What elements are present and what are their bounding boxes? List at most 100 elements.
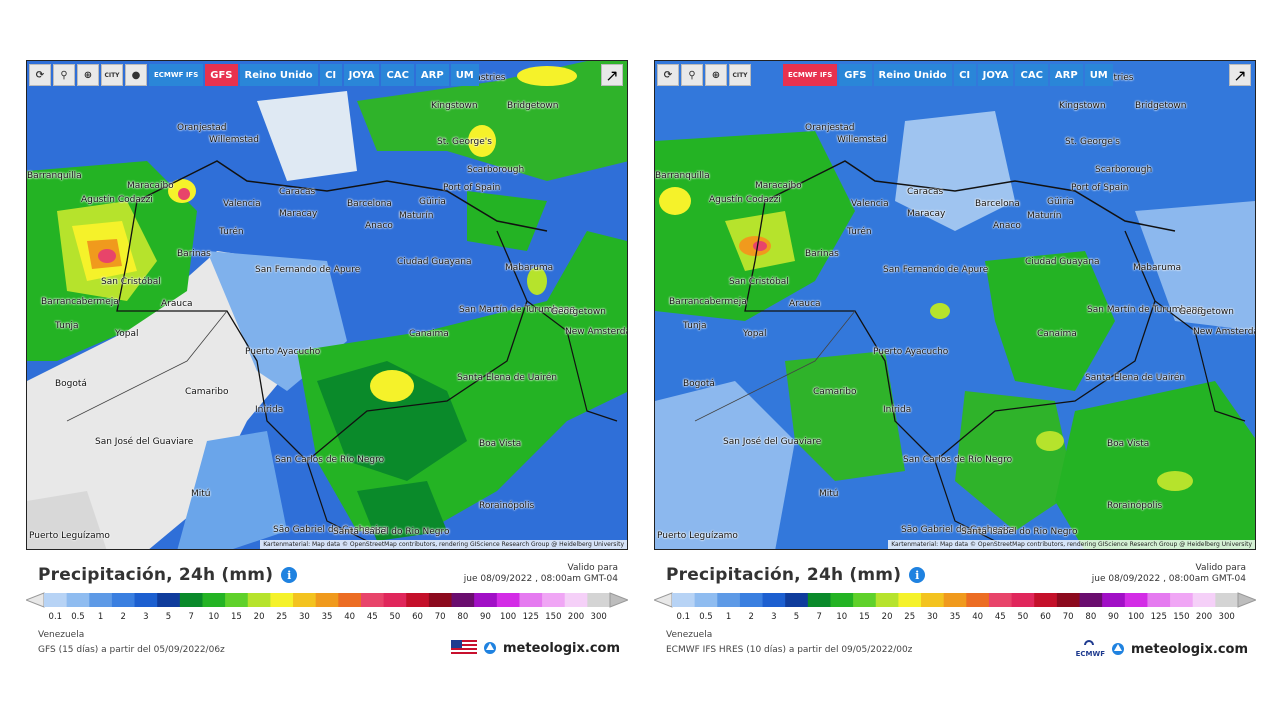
- scale-tick-label: 90: [1108, 612, 1119, 622]
- model-reino-unido-button[interactable]: Reino Unido: [873, 64, 952, 86]
- city-label: Santa Isabel do Rio Negro: [961, 527, 1078, 537]
- scale-tick-label: 125: [522, 612, 539, 622]
- scale-swatch: [66, 593, 90, 607]
- scale-arrow-left: [654, 592, 673, 608]
- city-label: Inírida: [883, 405, 912, 415]
- scale-swatch: [966, 593, 990, 607]
- city-label: Maracaibo: [127, 181, 174, 191]
- scale-tick-label: 0.1: [48, 612, 63, 622]
- ecmwf-panel: ⟳ ⚲ ⊕ CITY ECMWF IFS GFS Reino Unido CI …: [654, 60, 1256, 670]
- scale-swatch: [111, 593, 136, 607]
- map-attribution: Kartenmaterial: Map data © OpenStreetMap…: [260, 540, 627, 549]
- scale-swatch: [830, 593, 854, 607]
- scale-arrow-left: [26, 592, 45, 608]
- city-label: Castries: [469, 73, 506, 83]
- city-label: Santa Isabel do Rio Negro: [333, 527, 450, 537]
- scale-tick-label: 35: [949, 612, 961, 622]
- city-label: Barinas: [177, 249, 211, 259]
- scale-swatch: [44, 593, 68, 607]
- scale-tick-label: 100: [1127, 612, 1145, 622]
- scale-swatch: [875, 593, 899, 607]
- ecmwf-logo-text: ECMWF: [1075, 650, 1106, 658]
- scale-swatch: [383, 593, 407, 607]
- scale-arrow-right: [609, 592, 628, 608]
- city-label: Caracas: [279, 187, 316, 197]
- city-label: San Martín de Turumbang: [1087, 305, 1204, 315]
- layer-dot-icon[interactable]: ●: [125, 64, 147, 86]
- scale-tick-label: 3: [771, 612, 777, 622]
- scale-swatch: [1124, 593, 1148, 607]
- info-icon[interactable]: i: [909, 567, 926, 583]
- city-label: São Gabriel da Cachoeira: [273, 525, 388, 535]
- model-reino-unido-button[interactable]: Reino Unido: [239, 64, 318, 86]
- scale-tick-label: 30: [298, 612, 310, 622]
- city-label: Turén: [847, 227, 872, 237]
- city-toggle-button[interactable]: CITY: [729, 64, 751, 86]
- zoom-icon[interactable]: ⊕: [705, 64, 727, 86]
- model-cac-button[interactable]: CAC: [1015, 64, 1048, 86]
- scale-tick-label: 45: [994, 612, 1006, 622]
- refresh-icon[interactable]: ⟳: [29, 64, 51, 86]
- city-label: San Fernando de Apure: [883, 265, 989, 275]
- scale-tick-label: 200: [1195, 612, 1213, 622]
- valid-time-block: Valido para jue 08/09/2022 , 08:00am GMT…: [464, 563, 618, 585]
- brand-block: ECMWF meteologix.com: [1076, 640, 1248, 658]
- scale-tick-label: 15: [231, 612, 242, 622]
- share-icon[interactable]: ↗: [601, 64, 623, 86]
- model-run-info: ECMWF IFS HRES (10 días) a partir del 09…: [666, 645, 913, 655]
- scale-swatch: [1034, 593, 1058, 607]
- location-pin-icon[interactable]: ⚲: [53, 64, 75, 86]
- scale-tick-label: 150: [1173, 612, 1190, 622]
- scale-swatch: [1102, 593, 1126, 607]
- map-toolbar: ⟳ ⚲ ⊕ CITY ECMWF IFS GFS Reino Unido CI …: [657, 64, 1113, 86]
- city-label: Willemstad: [209, 135, 259, 145]
- precipitation-map-gfs[interactable]: ⟳ ⚲ ⊕ CITY ● ECMWF IFS GFS Reino Unido C…: [26, 60, 628, 550]
- scale-swatch: [315, 593, 339, 607]
- scale-tick-label: 80: [1085, 612, 1097, 622]
- model-arp-button[interactable]: ARP: [415, 64, 449, 86]
- model-ecmwf-ifs-button[interactable]: ECMWF IFS: [149, 64, 204, 86]
- model-ci-button[interactable]: CI: [319, 64, 342, 86]
- scale-tick-label: 25: [276, 612, 288, 622]
- city-label: Ciudad Guayana: [397, 257, 472, 267]
- city-label: Santa Elena de Uairén: [1085, 373, 1186, 383]
- share-icon[interactable]: ↗: [1229, 64, 1251, 86]
- city-label: San Carlos de Río Negro: [275, 455, 385, 465]
- info-icon[interactable]: i: [281, 567, 298, 583]
- region-label: Venezuela: [38, 630, 85, 640]
- zoom-icon[interactable]: ⊕: [77, 64, 99, 86]
- model-um-button[interactable]: UM: [450, 64, 479, 86]
- scale-tick-label: 40: [344, 612, 356, 622]
- city-label: Canaima: [1037, 329, 1077, 339]
- scale-swatch: [564, 593, 588, 607]
- scale-swatch: [360, 593, 385, 607]
- scale-tick-label: 0.5: [699, 612, 713, 622]
- city-label: New Amsterdam: [1193, 327, 1255, 337]
- city-label: Caracas: [907, 187, 944, 197]
- model-cac-button[interactable]: CAC: [381, 64, 414, 86]
- model-arp-button[interactable]: ARP: [1049, 64, 1083, 86]
- scale-swatch: [542, 593, 566, 607]
- model-joya-button[interactable]: JOYA: [977, 64, 1014, 86]
- refresh-icon[interactable]: ⟳: [657, 64, 679, 86]
- location-pin-icon[interactable]: ⚲: [681, 64, 703, 86]
- scale-swatch: [451, 593, 475, 607]
- model-um-button[interactable]: UM: [1084, 64, 1113, 86]
- city-label: Castries: [1097, 73, 1134, 83]
- city-label: San José del Guaviare: [95, 437, 194, 447]
- scale-swatch: [428, 593, 453, 607]
- model-joya-button[interactable]: JOYA: [343, 64, 380, 86]
- city-toggle-button[interactable]: CITY: [101, 64, 123, 86]
- scale-swatch: [179, 593, 203, 607]
- scale-tick-label: 300: [1218, 612, 1235, 622]
- city-label: Valencia: [851, 199, 889, 209]
- scale-swatch: [694, 593, 718, 607]
- precipitation-map-ecmwf[interactable]: ⟳ ⚲ ⊕ CITY ECMWF IFS GFS Reino Unido CI …: [654, 60, 1256, 550]
- city-label: Santa Elena de Uairén: [457, 373, 558, 383]
- city-label: Yopal: [115, 329, 139, 339]
- model-gfs-button[interactable]: GFS: [839, 64, 872, 86]
- model-ci-button[interactable]: CI: [953, 64, 976, 86]
- city-label: Barrancabermeja: [41, 297, 119, 307]
- model-ecmwf-ifs-button[interactable]: ECMWF IFS: [783, 64, 838, 86]
- model-gfs-button[interactable]: GFS: [205, 64, 238, 86]
